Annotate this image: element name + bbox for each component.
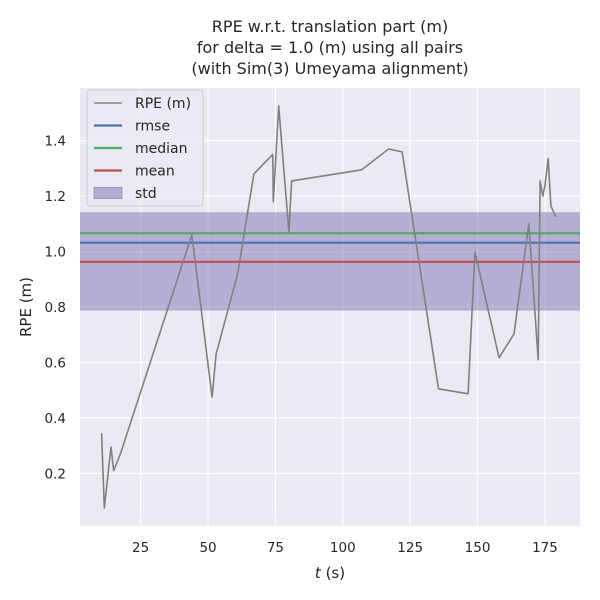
legend-label: RPE (m) xyxy=(135,96,191,112)
y-tick-label: 0.6 xyxy=(45,355,66,371)
x-tick-label: 175 xyxy=(532,540,558,556)
x-tick-label: 50 xyxy=(199,540,216,556)
legend: RPE (m) rmse median mean std xyxy=(86,89,204,207)
chart-title-line-2: for delta = 1.0 (m) using all pairs xyxy=(197,38,463,57)
chart-title-line-1: RPE w.r.t. translation part (m) xyxy=(212,17,448,36)
legend-label: std xyxy=(135,186,157,202)
y-axis-label: RPE (m) xyxy=(17,277,35,337)
x-axis-variable: t xyxy=(315,564,322,582)
y-tick-label: 0.2 xyxy=(45,466,66,482)
x-axis-label: t (s) xyxy=(315,564,345,582)
chart-title-line-3: (with Sim(3) Umeyama alignment) xyxy=(191,59,468,78)
y-tick-label: 0.8 xyxy=(45,300,66,316)
y-tick-labels: 0.2 0.4 0.6 0.8 1.0 1.2 1.4 xyxy=(45,134,66,483)
y-tick-label: 1.4 xyxy=(45,134,66,150)
x-tick-label: 150 xyxy=(465,540,491,556)
legend-label: rmse xyxy=(135,119,170,135)
y-tick-label: 1.0 xyxy=(45,245,66,261)
x-axis-unit: (s) xyxy=(321,564,345,582)
stat-lines xyxy=(80,232,580,263)
legend-swatch-std xyxy=(93,187,123,199)
x-tick-label: 25 xyxy=(132,540,149,556)
x-tick-label: 100 xyxy=(330,540,356,556)
legend-box xyxy=(86,89,204,207)
chart-title: RPE w.r.t. translation part (m) for delta… xyxy=(191,17,468,78)
y-tick-label: 0.4 xyxy=(45,411,66,427)
x-tick-label: 125 xyxy=(397,540,423,556)
x-tick-labels: 25 50 75 100 125 150 175 xyxy=(132,540,558,556)
legend-label: median xyxy=(135,141,187,157)
legend-label: mean xyxy=(135,164,175,180)
rpe-series-line xyxy=(100,105,557,509)
y-tick-label: 1.2 xyxy=(45,189,66,205)
x-tick-label: 75 xyxy=(267,540,284,556)
